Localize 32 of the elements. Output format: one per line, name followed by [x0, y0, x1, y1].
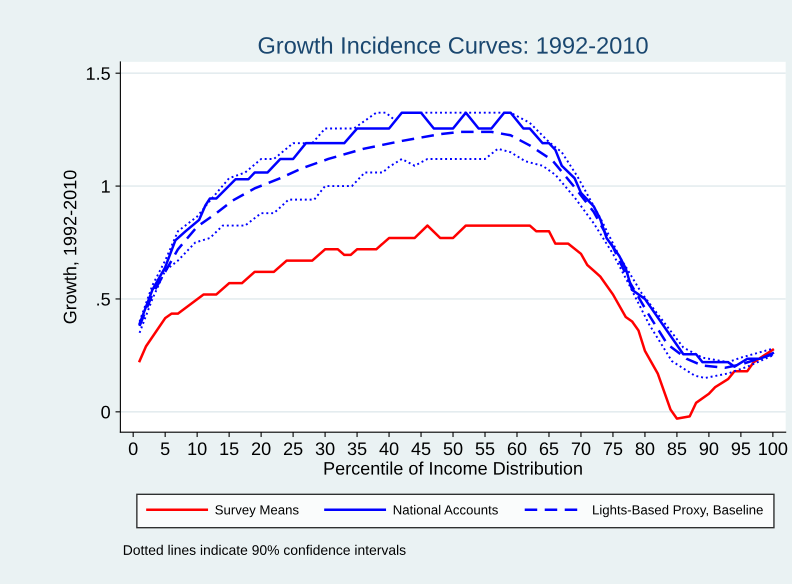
- x-tick-label: 55: [476, 442, 494, 456]
- x-tick-label: 85: [668, 442, 686, 456]
- x-tick-label: 75: [604, 442, 622, 456]
- chart-title: Growth Incidence Curves: 1992-2010: [258, 36, 648, 54]
- x-tick-label: 60: [508, 442, 526, 456]
- y-tick-label: 1.5: [86, 67, 110, 80]
- x-tick-label: 10: [188, 442, 206, 456]
- y-axis-title: Growth, 1992-2010: [63, 170, 79, 324]
- x-tick-label: 5: [160, 442, 170, 456]
- x-tick-label: 35: [348, 442, 366, 456]
- x-tick-label: 65: [540, 442, 558, 456]
- x-tick-label: 50: [444, 442, 462, 456]
- text: Dotted lines indicate 90% confidence intervals: [124, 544, 406, 555]
- x-axis-title: Percentile of Income Distribution: [324, 461, 582, 475]
- y-tick-label: 1: [102, 180, 110, 193]
- x-tick-label: 100: [759, 442, 788, 456]
- x-tick-label: 25: [284, 442, 302, 456]
- legend-label: National Accounts: [394, 504, 498, 515]
- legend-label: Survey Means: [215, 505, 299, 518]
- legend-label: Lights-Based Proxy, Baseline: [593, 504, 763, 518]
- x-tick-label: 70: [572, 442, 590, 456]
- x-tick-label: 0: [128, 442, 138, 456]
- x-tick-label: 40: [379, 442, 398, 456]
- x-tick-label: 95: [732, 442, 750, 456]
- x-tick-label: 20: [252, 442, 270, 456]
- x-tick-label: 90: [700, 442, 718, 456]
- x-tick-label: 30: [316, 442, 334, 456]
- y-tick-label: .5: [97, 293, 110, 306]
- x-tick-label: 80: [636, 442, 654, 456]
- x-tick-label: 45: [411, 442, 430, 456]
- y-tick-label: 0: [101, 406, 110, 419]
- x-tick-label: 15: [220, 442, 238, 456]
